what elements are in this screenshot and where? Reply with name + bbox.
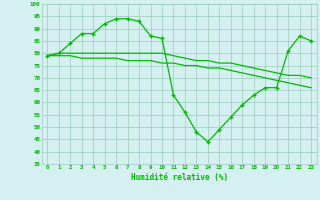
X-axis label: Humidité relative (%): Humidité relative (%) <box>131 173 228 182</box>
